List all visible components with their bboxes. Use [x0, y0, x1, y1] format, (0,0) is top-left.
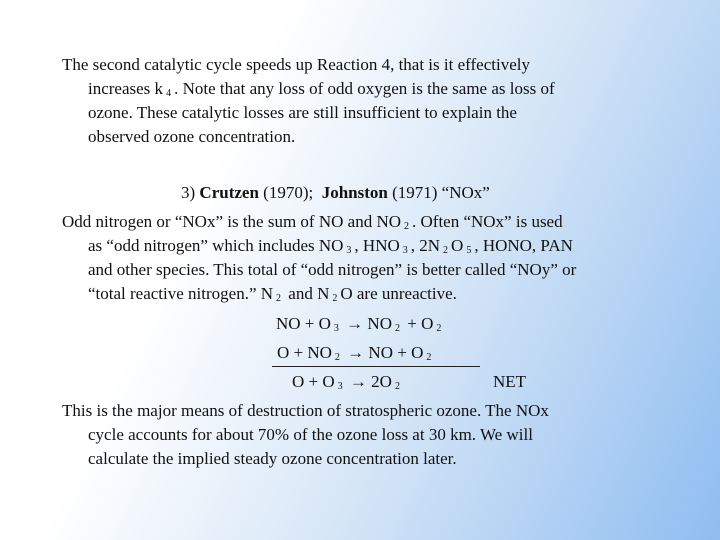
- subscript: 2: [426, 352, 432, 363]
- subscript: 2: [443, 245, 449, 256]
- text-run: → 2O: [345, 372, 392, 391]
- heading-number: 3): [181, 183, 196, 202]
- text-run: . Note that any loss of odd oxygen is th…: [174, 79, 555, 98]
- text-run: The second catalytic cycle speeds up Rea…: [62, 55, 530, 74]
- text-run: + O: [402, 314, 434, 333]
- subscript: 4: [166, 88, 172, 99]
- subscript: 3: [337, 381, 343, 392]
- subscript: 5: [466, 245, 472, 256]
- text-run: , HONO, PAN: [474, 236, 573, 255]
- text-run: , 2N: [410, 236, 441, 255]
- text-run: O + O: [292, 372, 335, 391]
- sum-rule: [272, 366, 480, 367]
- text-line: Odd nitrogen or “NOx” is the sum of NO a…: [62, 210, 563, 237]
- net-label: NET: [493, 372, 527, 391]
- text-run: O: [451, 236, 464, 255]
- year: (1971): [392, 183, 438, 202]
- text-run: → NO + O: [342, 343, 424, 362]
- text-run: ozone. These catalytic losses are still …: [88, 103, 517, 122]
- text-run: cycle accounts for about 70% of the ozon…: [88, 425, 533, 444]
- subscript: 2: [404, 221, 409, 232]
- text-line: This is the major means of destruction o…: [62, 399, 549, 423]
- text-line: ozone. These catalytic losses are still …: [88, 101, 517, 125]
- text-line: cycle accounts for about 70% of the ozon…: [88, 423, 533, 447]
- text-run: O + NO: [277, 343, 332, 362]
- subscript: 2: [394, 381, 400, 392]
- subscript: 3: [346, 245, 352, 256]
- text-run: “total reactive nitrogen.” N: [88, 284, 274, 303]
- text-run: observed ozone concentration.: [88, 127, 296, 146]
- author: Crutzen: [199, 183, 259, 202]
- subscript: 2: [276, 293, 282, 304]
- subscript: 2: [332, 293, 338, 304]
- text-line: calculate the implied steady ozone conce…: [88, 447, 457, 471]
- text-line: observed ozone concentration.: [88, 125, 295, 149]
- text-run: O are unreactive.: [340, 284, 457, 303]
- text-run: and N: [284, 284, 330, 303]
- text-run: NO + O: [276, 314, 331, 333]
- subscript: 3: [333, 323, 339, 334]
- text-run: and other species. This total of “odd ni…: [88, 260, 577, 279]
- year: (1970);: [263, 183, 314, 202]
- text-run: as “odd nitrogen” which includes NO: [88, 236, 344, 255]
- text-run: . Often “NOx” is used: [412, 212, 563, 231]
- text-line: and other species. This total of “odd ni…: [88, 258, 576, 282]
- text-run: This is the major means of destruction o…: [62, 401, 549, 420]
- text-run: → NO: [341, 314, 392, 333]
- heading: 3) Crutzen (1970); Johnston (1971) “NOx”: [181, 181, 490, 205]
- subscript: 2: [394, 323, 400, 334]
- text-run: increases k: [88, 79, 164, 98]
- text-line: as “odd nitrogen” which includes NO 3, HN…: [88, 234, 573, 261]
- topic: “NOx”: [441, 183, 490, 202]
- text-run: Odd nitrogen or “NOx” is the sum of NO a…: [62, 212, 401, 231]
- text-line: The second catalytic cycle speeds up Rea…: [62, 53, 530, 77]
- subscript: 2: [436, 323, 442, 334]
- author: Johnston: [321, 183, 388, 202]
- text-run: , HNO: [354, 236, 400, 255]
- text-run: calculate the implied steady ozone conce…: [88, 449, 457, 468]
- subscript: 2: [334, 352, 340, 363]
- subscript: 3: [402, 245, 408, 256]
